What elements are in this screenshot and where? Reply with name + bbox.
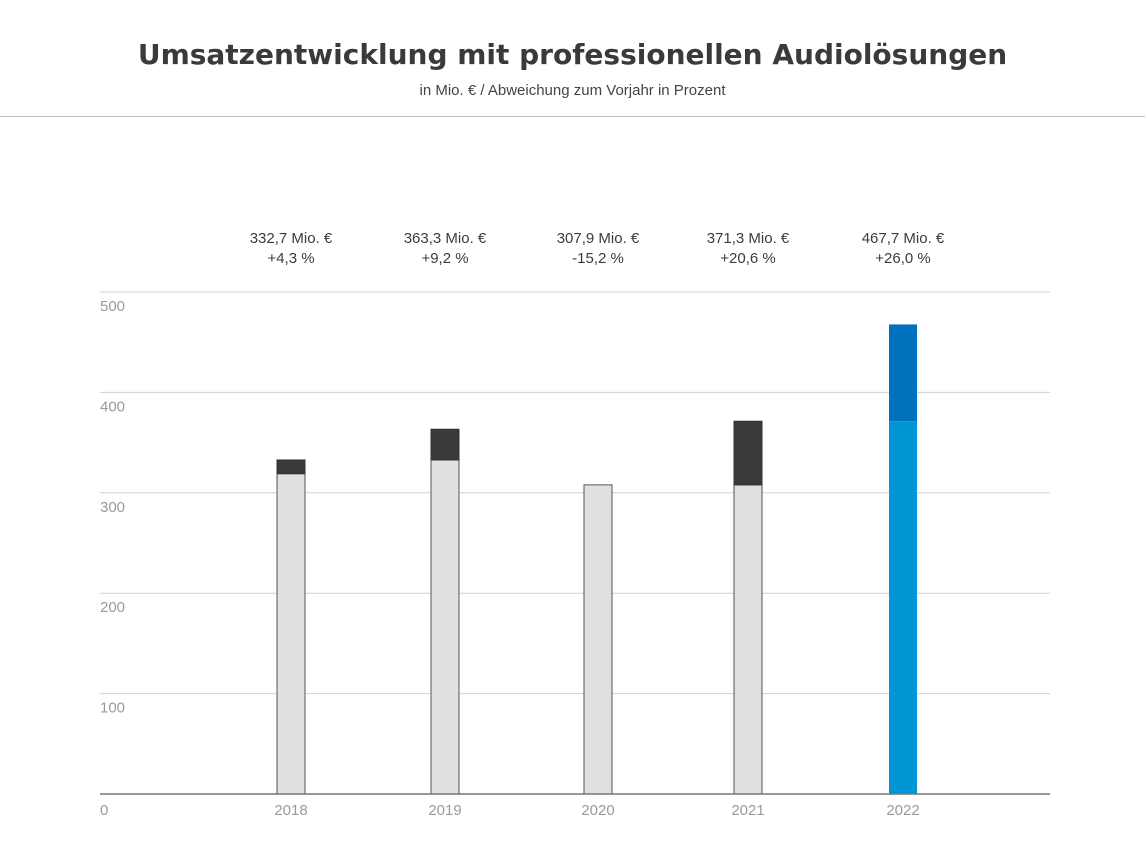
bar-2019-increase — [430, 428, 460, 461]
bar-2018-previous-year — [276, 473, 306, 795]
value-label: 363,3 Mio. € — [404, 230, 487, 247]
y-tick-label: 0 — [100, 802, 108, 819]
bar-2022-increase — [889, 324, 917, 422]
change-label: +20,6 % — [720, 250, 775, 267]
y-tick-label: 100 — [100, 700, 125, 717]
y-tick-label: 400 — [100, 398, 125, 415]
change-label: +9,2 % — [421, 250, 468, 267]
chart-subtitle: in Mio. € / Abweichung zum Vorjahr in Pr… — [419, 82, 726, 99]
chart-title: Umsatzentwicklung mit professionellen Au… — [137, 38, 1008, 71]
value-label: 332,7 Mio. € — [250, 230, 333, 247]
x-tick-label: 2020 — [581, 802, 614, 819]
bar-2021-previous-year — [733, 484, 763, 795]
x-tick-label: 2018 — [274, 802, 307, 819]
bar-2019-previous-year — [430, 459, 460, 795]
bar-2021-increase — [733, 420, 763, 486]
value-label: 371,3 Mio. € — [707, 230, 790, 247]
x-tick-label: 2021 — [731, 802, 764, 819]
bar-2020-previous-year — [583, 484, 613, 795]
bar-2022-previous-year — [889, 421, 917, 794]
y-tick-label: 200 — [100, 599, 125, 616]
y-tick-label: 300 — [100, 499, 125, 516]
change-label: +26,0 % — [875, 250, 930, 267]
x-tick-label: 2022 — [886, 802, 919, 819]
value-label: 467,7 Mio. € — [862, 230, 945, 247]
value-label: 307,9 Mio. € — [557, 230, 640, 247]
change-label: +4,3 % — [267, 250, 314, 267]
x-tick-label: 2019 — [428, 802, 461, 819]
header-divider — [0, 116, 1145, 117]
change-label: -15,2 % — [572, 250, 624, 267]
y-tick-label: 500 — [100, 298, 125, 315]
bar-2018-increase — [276, 459, 306, 475]
